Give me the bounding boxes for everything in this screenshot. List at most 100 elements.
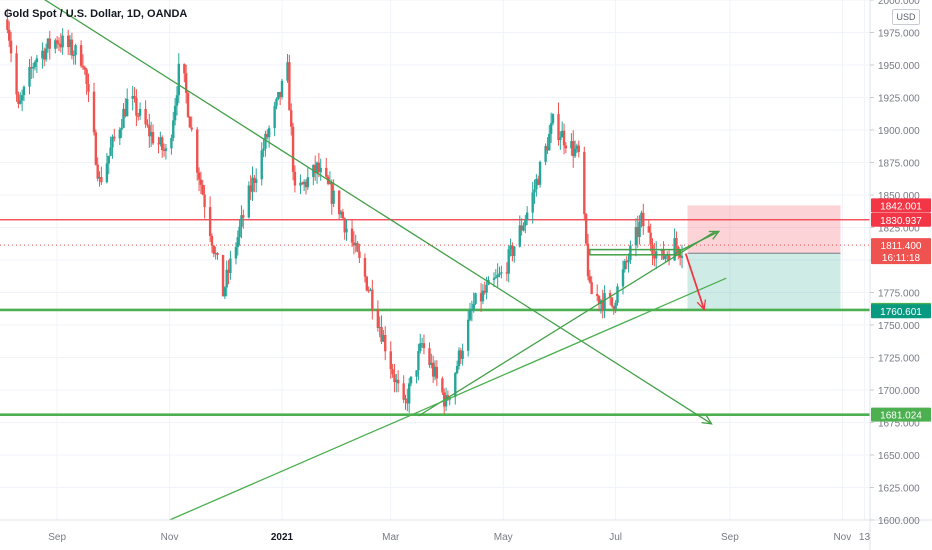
candle-body [339, 211, 343, 215]
candle-body [419, 343, 422, 352]
trendline[interactable] [35, 0, 712, 425]
projection-down-arrowhead [696, 299, 707, 311]
take-profit-zone[interactable] [687, 253, 841, 310]
candle-body [627, 259, 630, 263]
projection-up-arrow[interactable] [674, 230, 720, 255]
candle-body [500, 272, 503, 274]
candle-body [441, 378, 444, 393]
candle-body [642, 212, 645, 227]
candle-body [330, 182, 333, 204]
candle-body [337, 190, 341, 215]
candle-body [431, 362, 435, 377]
trendline[interactable] [418, 230, 716, 417]
candle-body [378, 327, 381, 329]
candle-body [210, 236, 214, 246]
candle-body [286, 62, 289, 81]
candle-body [603, 293, 606, 311]
candle-body [562, 130, 566, 146]
candle-body [402, 383, 405, 400]
candle-body [612, 306, 615, 309]
y-tick-label: 1725.000 [878, 354, 920, 365]
candle-body [461, 350, 464, 359]
candle-body [572, 141, 575, 157]
candle-body [249, 185, 252, 192]
candle-body [111, 136, 114, 148]
candle-body [17, 94, 20, 104]
candle-body [404, 398, 407, 400]
candle-body [186, 92, 190, 117]
candle-body [608, 293, 612, 298]
candle-body [537, 178, 540, 185]
candle-body [251, 177, 254, 192]
candle-body [647, 226, 651, 233]
candle-body [229, 258, 232, 274]
y-tick-label: 1775.000 [878, 289, 920, 300]
candle-body [376, 309, 380, 328]
candle-body [68, 39, 72, 48]
candle-body [590, 282, 593, 295]
candle-body [597, 295, 601, 304]
candle-body [544, 146, 547, 162]
candle-body [664, 255, 667, 259]
candle-body [522, 225, 525, 231]
candle-body [629, 245, 632, 260]
candle-body [649, 232, 652, 245]
candle-body [264, 133, 267, 149]
candle-body [79, 45, 83, 66]
candle-body [548, 133, 551, 151]
chart-title: Gold Spot / U.S. Dollar, 1D, OANDA [4, 8, 188, 20]
candle-body [524, 220, 527, 226]
candle-body [525, 212, 529, 221]
candle-body [221, 254, 225, 297]
candle-body [417, 351, 420, 371]
candle-body [175, 95, 179, 106]
y-tick-label: 2000.000 [878, 0, 920, 7]
candle-body [559, 137, 562, 141]
candle-body [455, 366, 459, 374]
candle-body [74, 45, 77, 56]
candle-body [227, 269, 230, 274]
projection-down-arrow[interactable] [684, 253, 705, 310]
projection-up-arrowhead [708, 230, 721, 240]
y-tick-label: 1675.000 [878, 419, 920, 430]
candle-body [678, 254, 682, 258]
candle-body [328, 182, 332, 184]
trendline-arrowhead [701, 414, 713, 425]
candle-body [546, 146, 549, 151]
candle-body [94, 132, 98, 165]
candle-body [122, 108, 125, 128]
candle-body [214, 253, 217, 255]
y-tick-label: 1750.000 [878, 321, 920, 332]
price-labels: 1830.9371761.6211681.0241842.0011805.215… [871, 198, 931, 422]
candle-body [177, 63, 180, 96]
candle-body [41, 50, 44, 59]
range-box[interactable] [589, 248, 681, 256]
candle-body [118, 129, 122, 139]
candle-body [196, 129, 199, 173]
candle-body [98, 176, 101, 179]
trendline[interactable] [169, 277, 727, 521]
currency-button[interactable]: USD [892, 9, 920, 25]
candle-body [551, 114, 555, 124]
target-price-label-bg [871, 304, 931, 319]
position-tool[interactable] [687, 205, 841, 310]
candle-body [164, 148, 168, 151]
candle-body [496, 274, 499, 278]
candle-body [172, 120, 175, 139]
candle-body [492, 278, 496, 280]
candle-body [188, 116, 192, 128]
horizontal-levels[interactable] [0, 219, 870, 416]
y-tick-label: 1925.000 [878, 94, 920, 105]
candle-body [22, 86, 26, 96]
candle-body [557, 114, 560, 141]
candle-body [170, 138, 173, 149]
candle-body [428, 348, 431, 365]
candle-body [48, 38, 51, 49]
trendlines[interactable] [35, 0, 727, 521]
candle-body [302, 181, 306, 185]
candle-body [680, 256, 684, 258]
stop-loss-zone[interactable] [687, 205, 841, 254]
candle-body [212, 245, 216, 254]
